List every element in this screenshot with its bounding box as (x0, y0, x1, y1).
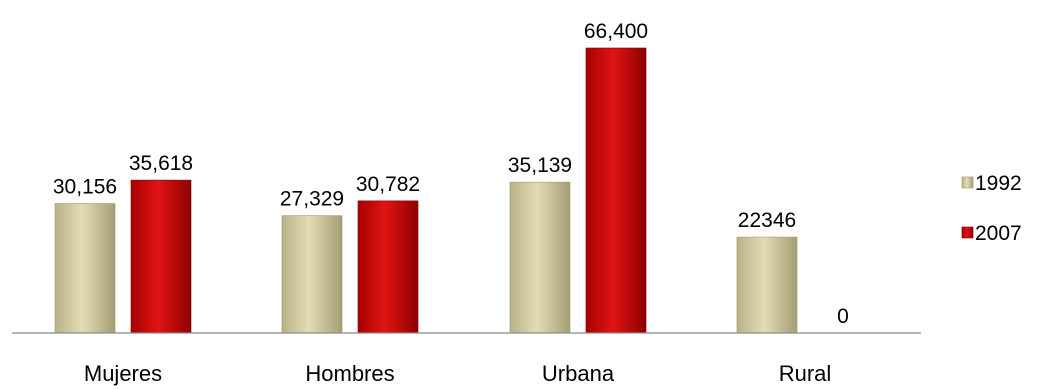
bar-2007-urbana (585, 47, 647, 334)
x-tick-label-urbana: Urbana (542, 361, 615, 386)
data-label-1992-mujeres: 30,156 (53, 176, 117, 199)
bar-2007-mujeres (130, 179, 192, 334)
bar-1992-hombres (281, 215, 343, 334)
data-label-2007-mujeres: 35,618 (129, 152, 193, 175)
data-label-1992-hombres: 27,329 (280, 188, 344, 211)
data-labels-group: 30,156 27,329 35,139 22346 35,618 30,782 66,40… (53, 20, 849, 328)
bar-1992-rural (736, 236, 798, 334)
x-tick-labels-group: Mujeres Hombres Urbana Rural (84, 361, 831, 386)
x-tick-label-rural: Rural (779, 361, 832, 386)
bar-1992-mujeres (54, 203, 116, 334)
legend-swatch-2007 (961, 226, 974, 239)
bar-1992-urbana (509, 181, 571, 334)
legend-label-1992: 1992 (975, 172, 1022, 195)
data-label-2007-hombres: 30,782 (356, 173, 420, 196)
data-label-2007-urbana: 66,400 (584, 20, 648, 43)
legend-label-2007: 2007 (975, 222, 1022, 245)
x-tick-label-hombres: Hombres (305, 361, 394, 386)
legend-swatch-1992 (961, 176, 974, 189)
data-label-1992-rural: 22346 (738, 209, 796, 232)
bar-2007-hombres (357, 200, 419, 334)
bars-group (54, 47, 798, 334)
data-label-1992-urbana: 35,139 (508, 154, 572, 177)
x-tick-label-mujeres: Mujeres (84, 361, 162, 386)
data-label-2007-rural: 0 (837, 305, 849, 328)
legend: 1992 2007 (961, 172, 1022, 245)
